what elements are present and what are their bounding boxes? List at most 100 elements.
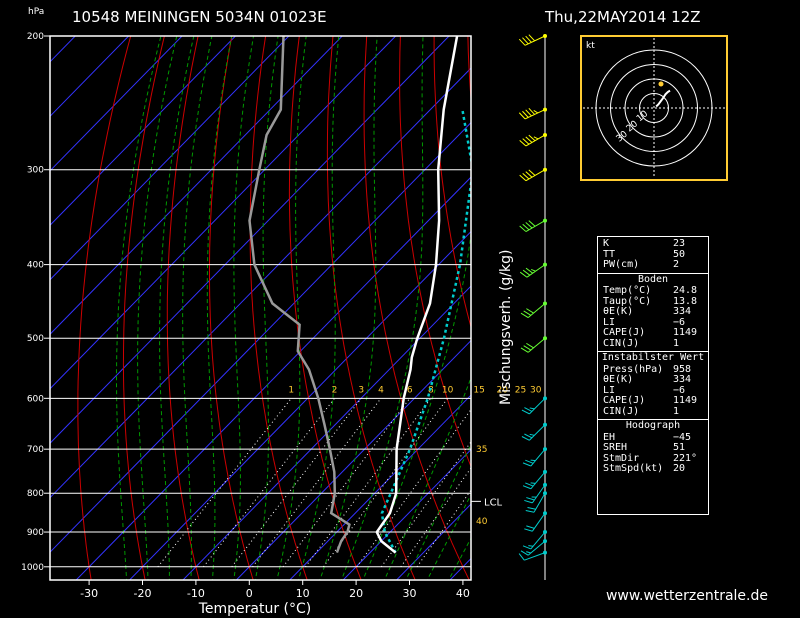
isotherm-line bbox=[50, 36, 237, 226]
wind-barb-dot bbox=[543, 262, 547, 267]
wind-barb-staff bbox=[530, 471, 546, 490]
wind-barb-flag bbox=[528, 545, 534, 547]
wind-barb-flag bbox=[525, 267, 534, 274]
wind-barb-dot bbox=[543, 491, 547, 496]
wind-barb-staff bbox=[526, 264, 546, 278]
dry-adiabat bbox=[733, 19, 800, 583]
wind-barb-dot bbox=[543, 107, 547, 112]
x-axis-title: Temperatur (°C) bbox=[198, 601, 312, 617]
hodograph-unit: kt bbox=[586, 41, 595, 51]
wind-barb-flag bbox=[533, 110, 539, 114]
wind-barb-flag bbox=[525, 482, 534, 487]
wind-barb bbox=[520, 539, 547, 556]
panel-key: LI bbox=[603, 316, 616, 328]
wind-barb bbox=[518, 107, 547, 120]
wind-barb-flag bbox=[525, 109, 532, 117]
panel-value: −6 bbox=[673, 316, 686, 328]
dry-adiabat bbox=[288, 36, 362, 580]
wind-barb-staff bbox=[530, 448, 546, 467]
wind-barb-dot bbox=[543, 422, 547, 427]
panel-key: CIN(J) bbox=[603, 337, 640, 349]
wind-barb-dot bbox=[543, 218, 547, 223]
isotherm-line bbox=[75, 176, 471, 580]
panel-key: SREH bbox=[603, 442, 628, 453]
dry-adiabat bbox=[399, 36, 471, 468]
wind-barb-dot bbox=[543, 539, 547, 544]
isotherm-line bbox=[50, 121, 471, 553]
hodograph-trace bbox=[655, 89, 671, 108]
isotherm-line bbox=[289, 394, 471, 580]
footer-url[interactable]: www.wetterzentrale.de bbox=[606, 588, 768, 604]
mixing-ratio-line bbox=[322, 398, 449, 568]
pressure-tick-label: 700 bbox=[27, 445, 44, 455]
wind-barb-flag bbox=[533, 136, 539, 140]
wind-barb bbox=[522, 469, 547, 490]
temperature-tick-label: 20 bbox=[349, 587, 363, 600]
panel-row: PW(cm) 2 bbox=[603, 259, 704, 271]
wind-barb-dot bbox=[543, 511, 547, 516]
hodograph-storm-motion bbox=[658, 81, 664, 87]
panel-key: CIN(J) bbox=[603, 405, 640, 417]
wind-barb-staff bbox=[527, 540, 546, 556]
mixing-ratio-label: 2 bbox=[332, 385, 338, 395]
wind-barb-dot bbox=[543, 447, 547, 452]
pressure-tick-label: 500 bbox=[27, 334, 44, 344]
panel-row: Press(hPa) 958 bbox=[603, 363, 704, 376]
panel-value: −45 bbox=[673, 431, 692, 443]
panel-boden-title: Boden bbox=[598, 272, 708, 286]
wind-barb-dot bbox=[543, 396, 547, 401]
panel-key: PW(cm) bbox=[603, 259, 640, 270]
temperature-tick-label: -30 bbox=[80, 587, 98, 600]
isotherm-line bbox=[50, 36, 183, 172]
panel-row: TT 50 bbox=[603, 249, 704, 261]
moist-adiabat bbox=[137, 36, 178, 580]
wind-barb-flag bbox=[524, 433, 533, 439]
wind-barb-dot bbox=[543, 132, 547, 137]
panel-row: K 23 bbox=[603, 238, 704, 250]
wind-barb-flag bbox=[519, 174, 527, 182]
mixing-ratio-line bbox=[203, 398, 335, 568]
wind-barb-staff bbox=[531, 512, 546, 532]
isotherm-line bbox=[235, 339, 471, 580]
wind-barb-staff bbox=[524, 109, 546, 120]
wind-barb bbox=[524, 511, 547, 532]
station-title: 10548 MEININGEN 5034N 01023E bbox=[72, 8, 327, 26]
wind-barb-flag bbox=[528, 34, 535, 42]
wind-barb bbox=[522, 447, 547, 467]
pressure-tick-label: 200 bbox=[27, 32, 44, 42]
panel-key: Press(hPa) bbox=[603, 363, 664, 375]
wind-barb-flag bbox=[522, 485, 532, 490]
mixing-ratio-label: 15 bbox=[473, 385, 484, 395]
wind-barb-dot bbox=[543, 301, 547, 306]
mixing-ratio-label: 4 bbox=[378, 385, 384, 395]
isotherm-line bbox=[128, 230, 471, 580]
temperature-tick-label: 0 bbox=[246, 587, 253, 600]
temperature-tick-label: -10 bbox=[187, 587, 205, 600]
wind-barb-flag bbox=[528, 134, 536, 142]
wind-profile bbox=[518, 34, 547, 580]
wind-barb-flag bbox=[525, 510, 535, 513]
panel-value: 1 bbox=[673, 337, 680, 349]
wind-barb-flag bbox=[519, 225, 527, 232]
dry-adiabat bbox=[166, 36, 200, 580]
wind-barb-staff bbox=[525, 134, 546, 147]
wind-barb-flag bbox=[520, 347, 529, 353]
wind-barb-flag bbox=[524, 499, 533, 504]
panel-row: CIN(J) 1 bbox=[603, 337, 704, 350]
mixing-ratio-label: 25 bbox=[515, 385, 526, 395]
wind-barb-dot bbox=[543, 336, 547, 341]
wind-barb-staff bbox=[524, 35, 546, 46]
mixing-ratio-label: 3 bbox=[358, 385, 364, 395]
moist-adiabat bbox=[340, 36, 424, 580]
wind-barb-flag bbox=[524, 528, 533, 532]
panel-value: 13.8 bbox=[673, 295, 698, 307]
panel-indices: K 23 TT 50 PW(cm) 2 bbox=[598, 237, 708, 273]
wind-barb-flag bbox=[526, 525, 535, 529]
mixing-ratio-label: 6 bbox=[407, 385, 413, 395]
panel-key: StmSpd(kt) bbox=[603, 463, 664, 474]
panel-value: 23 bbox=[673, 238, 686, 249]
panel-unstable: Press(hPa) 958 θE(K) 334 LI −6 CAPE(J) 1149 CIN(… bbox=[598, 364, 708, 420]
isotherm-line bbox=[50, 36, 343, 335]
